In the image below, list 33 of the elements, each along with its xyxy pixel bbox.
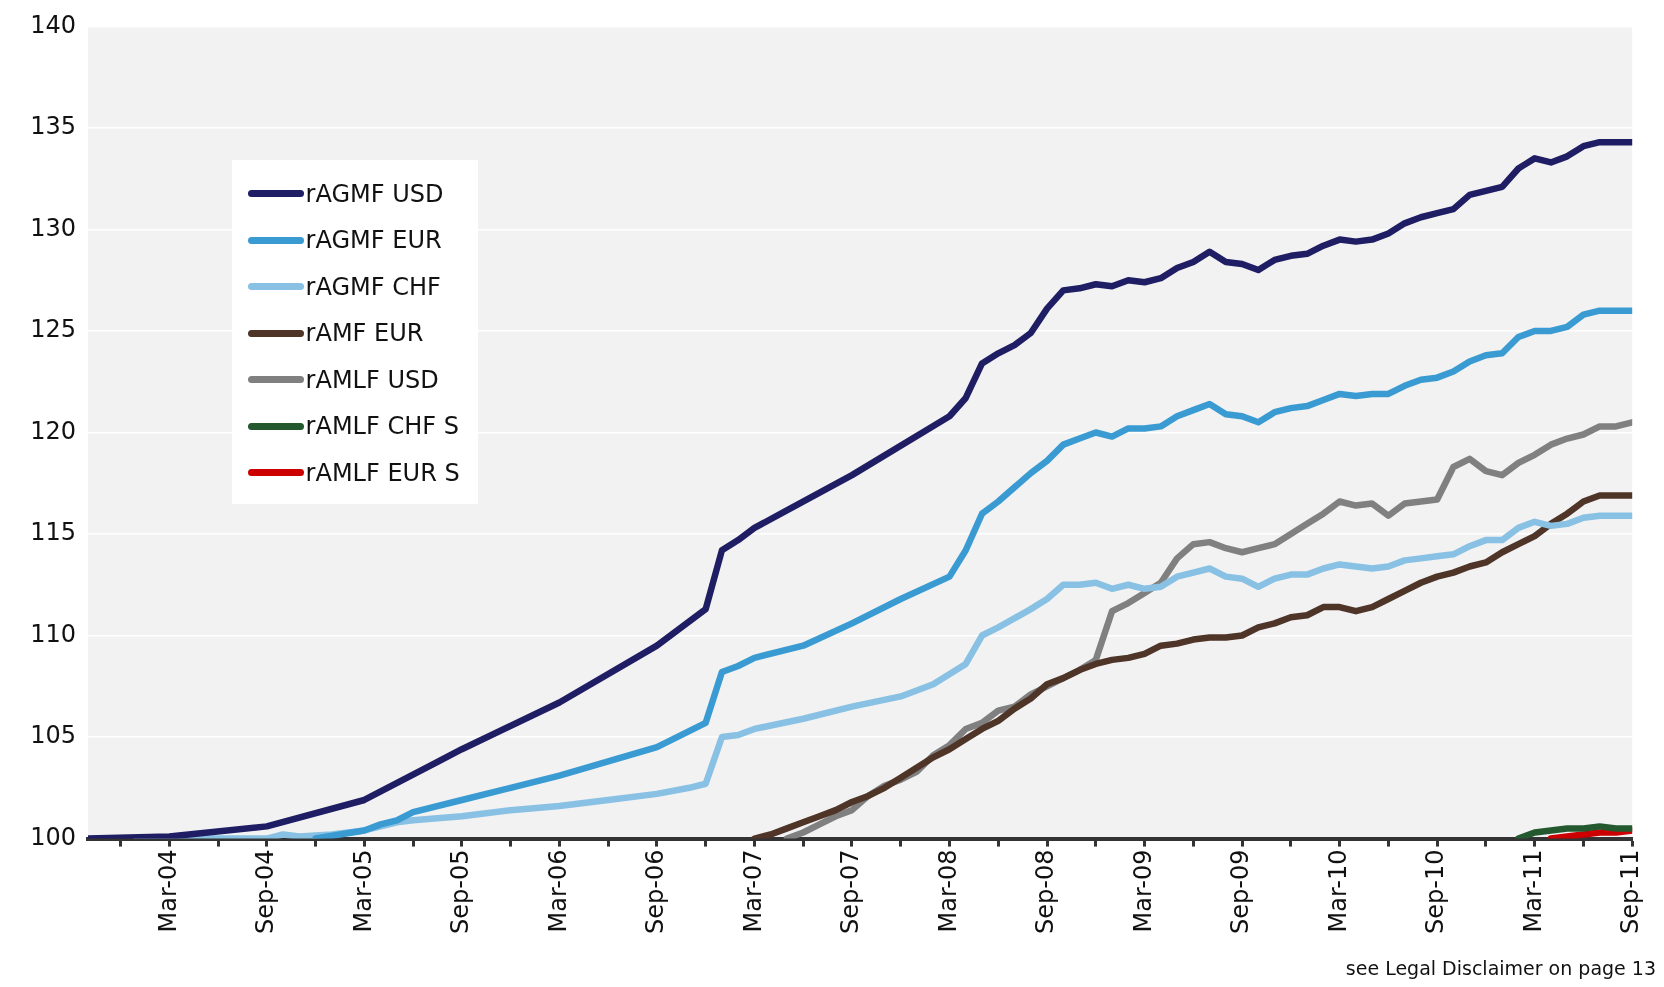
x-tick-label: Mar-10 <box>1323 849 1352 933</box>
y-tick-label: 110 <box>30 619 76 648</box>
y-tick-label: 100 <box>30 822 76 851</box>
legend-label: rAGMF EUR <box>305 226 442 255</box>
x-tick-label: Mar-07 <box>738 849 767 933</box>
x-tick-label: Sep-05 <box>446 849 475 934</box>
legend-label: rAMF EUR <box>305 319 424 348</box>
y-tick-label: 125 <box>30 315 76 344</box>
legend-label: rAMLF USD <box>305 365 439 394</box>
x-tick-label: Sep-10 <box>1421 849 1450 934</box>
x-tick-label: Sep-11 <box>1616 849 1645 934</box>
x-tick-label: Mar-11 <box>1518 849 1547 933</box>
x-tick-label: Sep-07 <box>836 849 865 934</box>
x-tick-label: Mar-06 <box>543 849 572 933</box>
legend-label: rAGMF USD <box>305 179 444 208</box>
y-tick-label: 120 <box>30 416 76 445</box>
x-tick-label: Sep-08 <box>1031 849 1060 934</box>
text: see Legal Disclaimer on page 13 <box>1345 957 1656 979</box>
x-tick-label: Mar-04 <box>153 849 182 933</box>
y-tick-label: 115 <box>30 518 76 547</box>
x-tick-label: Mar-05 <box>348 849 377 933</box>
y-tick-label: 135 <box>30 112 76 141</box>
y-tick-label: 140 <box>30 10 76 39</box>
legend-label: rAGMF CHF <box>305 272 441 301</box>
x-tick-label: Sep-04 <box>251 849 280 934</box>
x-tick-label: Mar-09 <box>1128 849 1157 933</box>
legend-label: rAMLF EUR S <box>305 458 460 487</box>
y-tick-label: 105 <box>30 721 76 750</box>
x-tick-label: Mar-08 <box>933 849 962 933</box>
x-tick-label: Sep-09 <box>1226 849 1255 934</box>
x-tick-label: Sep-06 <box>641 849 670 934</box>
y-tick-label: 130 <box>30 213 76 242</box>
legend-label: rAMLF CHF S <box>305 412 459 441</box>
